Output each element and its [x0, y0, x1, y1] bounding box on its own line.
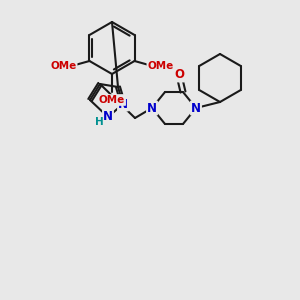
Text: OMe: OMe: [50, 61, 76, 71]
Text: N: N: [191, 101, 201, 115]
Text: N: N: [147, 101, 157, 115]
Text: N: N: [103, 110, 113, 124]
Text: OMe: OMe: [99, 95, 125, 105]
Text: O: O: [174, 68, 184, 82]
Text: OMe: OMe: [147, 61, 174, 71]
Text: N: N: [118, 98, 128, 110]
Text: H: H: [94, 117, 103, 127]
